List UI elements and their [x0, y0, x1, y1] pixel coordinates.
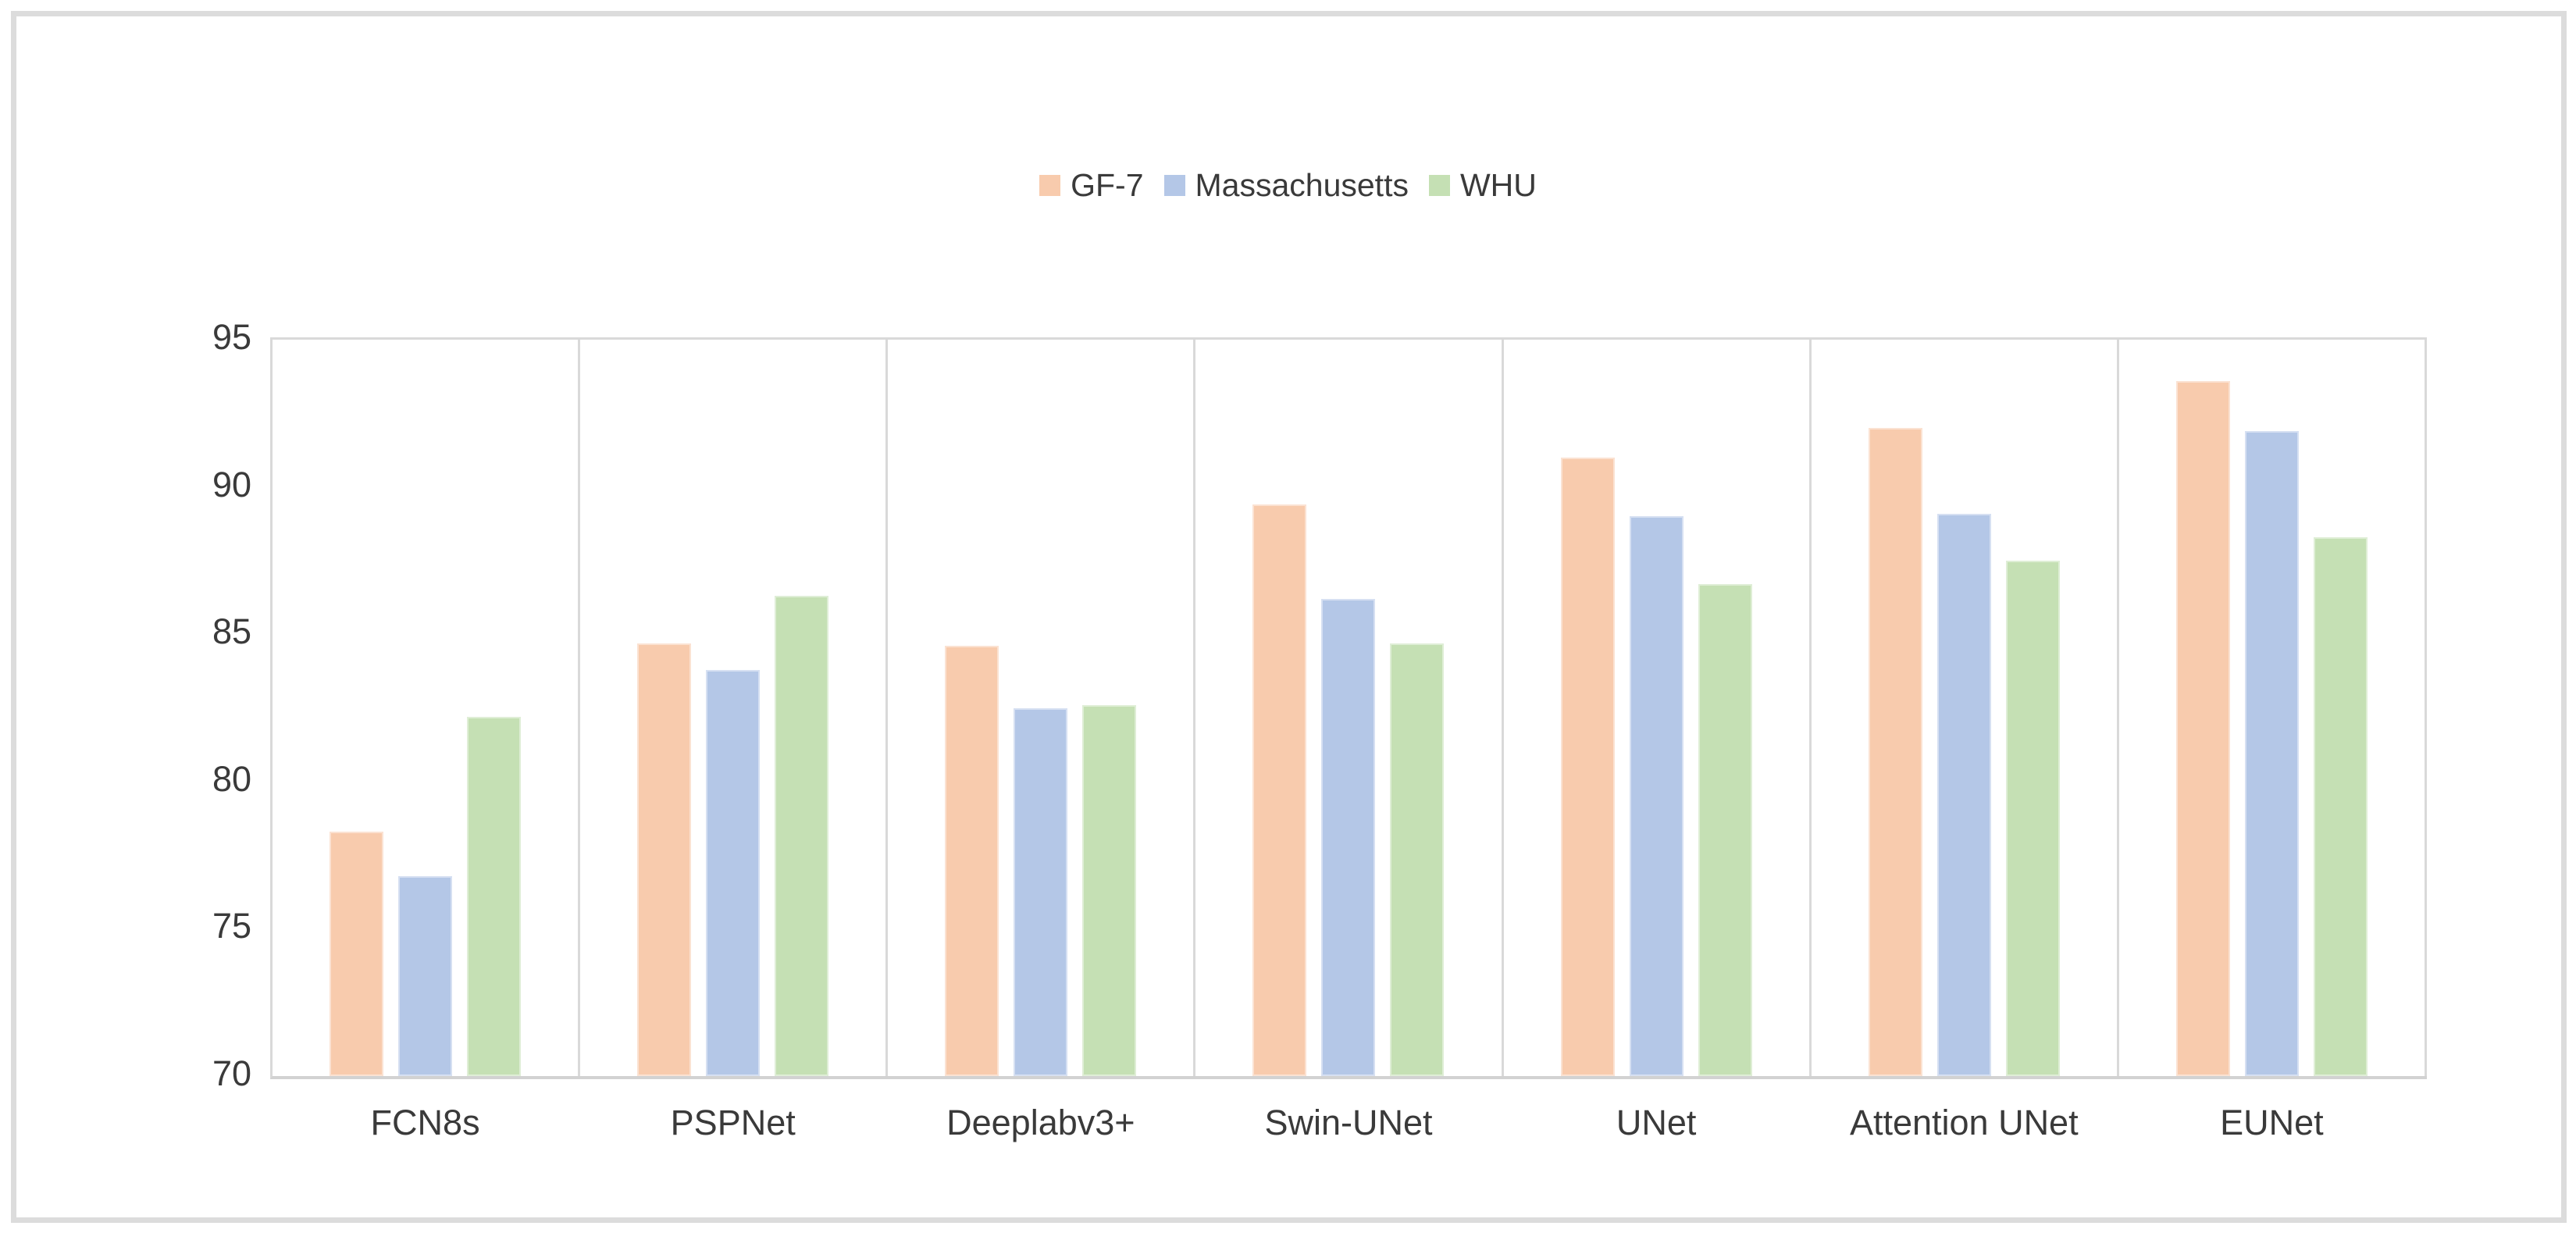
y-tick-label-70: 70 [212, 1053, 251, 1093]
bar-massachusetts-swin-unet [1321, 598, 1376, 1076]
bar-massachusetts-deeplabv3 [1014, 707, 1068, 1076]
bar-whu-deeplabv3 [1082, 704, 1137, 1076]
category-column-eunet: EUNet [2119, 340, 2427, 1142]
bar-whu-pspnet [775, 596, 829, 1076]
bar-massachusetts-attention-unet [1936, 513, 1991, 1076]
category-column-fcn8s: FCN8s [273, 340, 581, 1142]
category-column-attention-unet: Attention UNet [1812, 340, 2119, 1142]
plot-area: FCN8s PSPNet Deeplabv3+ Swin-UNet UNet Attent… [270, 337, 2427, 1142]
bar-massachusetts-pspnet [706, 669, 761, 1076]
bar-whu-unet [1698, 584, 1752, 1076]
chart-legend: GF-7 Massachusetts WHU [0, 155, 2576, 216]
category-column-pspnet: PSPNet [580, 340, 889, 1142]
x-tick-label-unet: UNet [1616, 1103, 1697, 1142]
x-tick-label-attention-unet: Attention UNet [1849, 1103, 2079, 1142]
x-tick-label-deeplabv3: Deeplabv3+ [946, 1103, 1135, 1142]
bar-whu-fcn8s [467, 716, 522, 1076]
legend-label: GF-7 [1071, 166, 1144, 203]
legend-item-massachusetts: Massachusetts [1163, 166, 1409, 204]
y-tick-label-90: 90 [212, 464, 251, 504]
legend-swatch-icon [1428, 174, 1450, 196]
x-tick-label-swin-unet: Swin-UNet [1264, 1103, 1433, 1142]
y-tick-label-85: 85 [212, 611, 251, 652]
y-tick-label-75: 75 [212, 906, 251, 946]
bar-gf-7-attention-unet [1868, 428, 1922, 1076]
legend-label: Massachusetts [1195, 166, 1409, 203]
bar-gf-7-pspnet [637, 643, 692, 1076]
legend-swatch-icon [1039, 174, 1061, 196]
category-column-swin-unet: Swin-UNet [1195, 340, 1504, 1142]
bar-gf-7-swin-unet [1252, 504, 1307, 1076]
bar-gf-7-deeplabv3 [945, 646, 999, 1076]
bar-gf-7-unet [1560, 457, 1615, 1076]
legend-swatch-icon [1163, 174, 1185, 196]
bar-massachusetts-eunet [2244, 430, 2299, 1076]
x-tick-label-pspnet: PSPNet [670, 1103, 796, 1142]
bar-gf-7-eunet [2175, 380, 2230, 1076]
category-column-unet: UNet [1504, 340, 1812, 1142]
bar-massachusetts-fcn8s [398, 875, 453, 1076]
y-tick-label-95: 95 [212, 317, 251, 357]
category-column-deeplabv3: Deeplabv3+ [888, 340, 1196, 1142]
bar-whu-attention-unet [2005, 560, 2060, 1076]
bar-whu-eunet [2313, 536, 2368, 1076]
bar-massachusetts-unet [1629, 516, 1683, 1076]
x-tick-label-eunet: EUNet [2220, 1103, 2324, 1142]
x-tick-label-fcn8s: FCN8s [370, 1103, 480, 1142]
legend-item-whu: WHU [1428, 166, 1537, 204]
y-tick-label-80: 80 [212, 758, 251, 799]
bar-whu-swin-unet [1390, 643, 1445, 1076]
y-axis-tick-labels: 70 75 80 85 90 95 [0, 317, 251, 1093]
bar-gf-7-fcn8s [330, 831, 384, 1076]
legend-item-gf-7: GF-7 [1039, 166, 1144, 204]
legend-label: WHU [1459, 166, 1537, 203]
